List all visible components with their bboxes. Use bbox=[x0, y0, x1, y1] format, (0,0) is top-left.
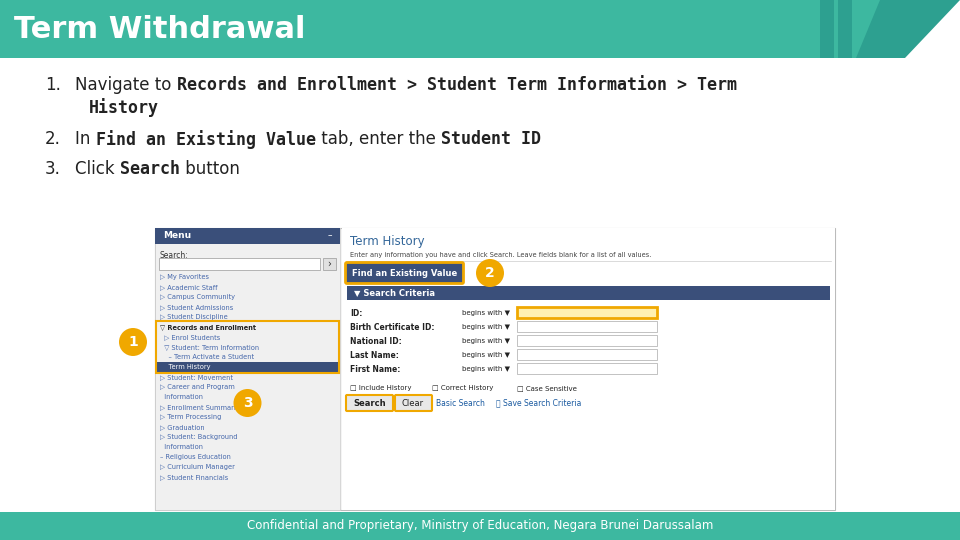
Text: ▷ Academic Staff: ▷ Academic Staff bbox=[160, 284, 218, 290]
Text: Confidential and Proprietary, Ministry of Education, Negara Brunei Darussalam: Confidential and Proprietary, Ministry o… bbox=[247, 519, 713, 532]
FancyBboxPatch shape bbox=[346, 262, 464, 284]
Text: Student ID: Student ID bbox=[441, 130, 540, 148]
Polygon shape bbox=[905, 0, 960, 58]
Bar bbox=[347, 286, 830, 300]
Text: ▷ Curriculum Manager: ▷ Curriculum Manager bbox=[160, 464, 235, 470]
Text: Term History: Term History bbox=[160, 364, 210, 370]
Text: Term History: Term History bbox=[350, 235, 424, 248]
Bar bbox=[155, 228, 340, 244]
Text: –: – bbox=[327, 232, 332, 240]
Text: ▷ Enrollment Summaries: ▷ Enrollment Summaries bbox=[160, 404, 244, 410]
Text: Information: Information bbox=[160, 394, 203, 400]
Text: Records and Enrollment > Student Term Information > Term: Records and Enrollment > Student Term In… bbox=[177, 76, 736, 94]
Text: begins with ▼: begins with ▼ bbox=[462, 352, 510, 358]
Text: ▷ Student: Background: ▷ Student: Background bbox=[160, 434, 237, 440]
FancyBboxPatch shape bbox=[346, 395, 393, 411]
Text: 2.: 2. bbox=[45, 130, 60, 148]
Polygon shape bbox=[856, 0, 960, 58]
Text: ▷ Student Discipline: ▷ Student Discipline bbox=[160, 314, 228, 320]
Circle shape bbox=[119, 328, 147, 356]
Text: Clear: Clear bbox=[402, 399, 424, 408]
Text: 3: 3 bbox=[243, 396, 252, 410]
Text: Menu: Menu bbox=[163, 232, 191, 240]
Text: ▷ Student Financials: ▷ Student Financials bbox=[160, 474, 228, 480]
Text: ▽ Student: Term Information: ▽ Student: Term Information bbox=[160, 344, 259, 350]
Bar bbox=[820, 0, 834, 58]
Text: Last Name:: Last Name: bbox=[350, 350, 398, 360]
Text: ▷ Career and Program: ▷ Career and Program bbox=[160, 384, 235, 390]
Text: Navigate to: Navigate to bbox=[75, 76, 177, 94]
Text: ▷ Term Processing: ▷ Term Processing bbox=[160, 414, 222, 420]
Text: ▷ Graduation: ▷ Graduation bbox=[160, 424, 204, 430]
Text: 1.: 1. bbox=[45, 76, 60, 94]
Text: tab, enter the: tab, enter the bbox=[316, 130, 441, 148]
Text: begins with ▼: begins with ▼ bbox=[462, 366, 510, 372]
Text: Enter any information you have and click Search. Leave fields blank for a list o: Enter any information you have and click… bbox=[350, 252, 652, 258]
Text: ▷ Student: Movement: ▷ Student: Movement bbox=[160, 374, 233, 380]
Bar bbox=[323, 258, 336, 270]
Text: Click: Click bbox=[75, 160, 120, 178]
Circle shape bbox=[233, 389, 261, 417]
Bar bbox=[342, 228, 835, 510]
Text: 3.: 3. bbox=[45, 160, 60, 178]
Text: In: In bbox=[75, 130, 96, 148]
Bar bbox=[517, 321, 657, 332]
Text: button: button bbox=[180, 160, 240, 178]
FancyBboxPatch shape bbox=[395, 395, 432, 411]
Text: – Religious Education: – Religious Education bbox=[160, 454, 230, 460]
Bar bbox=[517, 349, 657, 360]
Bar bbox=[517, 363, 657, 374]
Text: Find an Existing Value: Find an Existing Value bbox=[96, 130, 316, 149]
Text: Search: Search bbox=[120, 160, 180, 178]
Text: 1: 1 bbox=[128, 335, 138, 349]
Bar bbox=[517, 335, 657, 346]
Bar bbox=[156, 321, 339, 373]
Text: □ Case Sensitive: □ Case Sensitive bbox=[517, 385, 577, 391]
Text: ▷ Enrol Students: ▷ Enrol Students bbox=[160, 334, 220, 340]
Text: begins with ▼: begins with ▼ bbox=[462, 324, 510, 330]
Text: Term Withdrawal: Term Withdrawal bbox=[14, 15, 305, 44]
Text: Basic Search: Basic Search bbox=[436, 399, 485, 408]
Bar bbox=[838, 0, 852, 58]
Text: begins with ▼: begins with ▼ bbox=[462, 338, 510, 344]
Bar bbox=[155, 228, 835, 510]
Text: begins with ▼: begins with ▼ bbox=[462, 310, 510, 316]
Text: ID:: ID: bbox=[350, 308, 362, 318]
Text: – Term Activate a Student: – Term Activate a Student bbox=[160, 354, 254, 360]
Bar bbox=[155, 228, 340, 510]
Text: First Name:: First Name: bbox=[350, 364, 400, 374]
Text: Search:: Search: bbox=[160, 251, 189, 260]
Text: Search: Search bbox=[353, 399, 386, 408]
Text: □ Include History: □ Include History bbox=[350, 385, 412, 391]
Text: ▷ Student Admissions: ▷ Student Admissions bbox=[160, 304, 233, 310]
Text: National ID:: National ID: bbox=[350, 336, 401, 346]
Text: ›: › bbox=[327, 259, 331, 269]
Bar bbox=[0, 0, 960, 58]
Text: ▼ Search Criteria: ▼ Search Criteria bbox=[354, 288, 435, 298]
Text: ▽ Records and Enrollment: ▽ Records and Enrollment bbox=[160, 324, 256, 330]
Text: 2: 2 bbox=[485, 266, 494, 280]
Text: Information: Information bbox=[160, 444, 203, 450]
Bar bbox=[0, 512, 960, 540]
Text: 🖫 Save Search Criteria: 🖫 Save Search Criteria bbox=[496, 399, 582, 408]
Circle shape bbox=[476, 259, 504, 287]
Text: History: History bbox=[89, 98, 159, 117]
Text: ▷ My Favorites: ▷ My Favorites bbox=[160, 274, 209, 280]
Text: □ Correct History: □ Correct History bbox=[432, 385, 493, 391]
Text: Find an Existing Value: Find an Existing Value bbox=[352, 268, 457, 278]
Bar bbox=[157, 362, 338, 372]
Text: ▷ Campus Community: ▷ Campus Community bbox=[160, 294, 235, 300]
Bar bbox=[517, 307, 657, 318]
Bar bbox=[159, 258, 320, 270]
Text: Birth Certificate ID:: Birth Certificate ID: bbox=[350, 322, 435, 332]
